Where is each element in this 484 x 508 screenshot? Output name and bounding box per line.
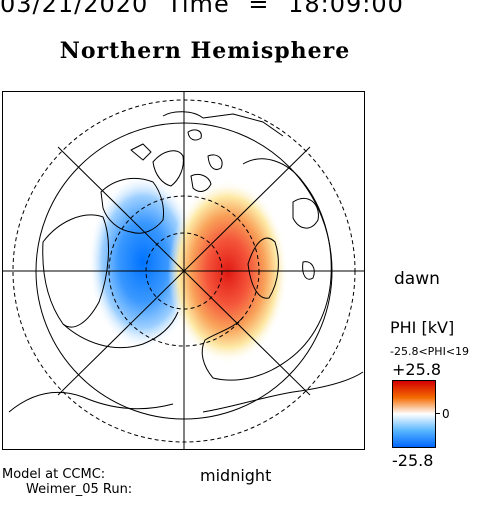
- time-value: 18:09:00: [288, 0, 404, 18]
- meridian-lines: [3, 92, 364, 449]
- time-label: Time: [166, 0, 230, 18]
- colorbar-min-label: -25.8: [392, 451, 434, 470]
- dawn-label: dawn: [394, 269, 440, 289]
- colorbar-variable-label: PHI [kV]: [390, 318, 455, 337]
- colorbar-zero-label: 0: [442, 407, 450, 421]
- colorbar: [392, 380, 436, 448]
- colorbar-zero-tick: [435, 413, 440, 414]
- header-line: 03/21/2020 Time = 18:09:00: [0, 0, 484, 18]
- model-line-1: Model at CCMC:: [2, 467, 106, 482]
- model-info: Model at CCMC: Weimer_05 Run:: [2, 467, 132, 497]
- positive-potential-cell: [168, 180, 288, 364]
- colorbar-range-text: -25.8<PHI<19: [390, 345, 470, 358]
- map-title: Northern Hemisphere: [59, 38, 351, 64]
- midnight-label: midnight: [200, 466, 272, 485]
- colorbar-max-label: +25.8: [392, 360, 442, 379]
- equals-sign: =: [248, 0, 270, 18]
- polar-map-frame: [2, 91, 365, 450]
- date-text: 03/21/2020: [0, 0, 149, 18]
- coastlines: [8, 111, 364, 413]
- model-line-2: Weimer_05 Run:: [26, 482, 133, 497]
- polar-map: [3, 92, 364, 449]
